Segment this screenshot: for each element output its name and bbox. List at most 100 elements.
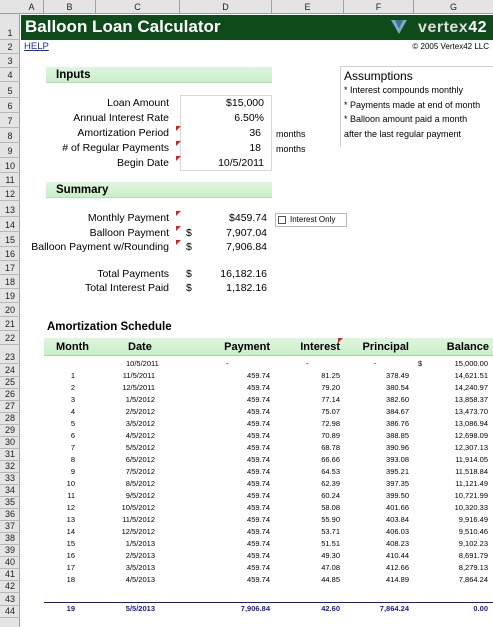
comment-marker-icon[interactable] xyxy=(176,240,181,245)
total-payments-label: Total Payments xyxy=(97,268,169,280)
interest-only-checkbox[interactable]: Interest Only xyxy=(275,213,347,227)
row-principal: 397.35 xyxy=(386,479,409,488)
begin-date-input[interactable]: 10/5/2011 xyxy=(218,157,264,169)
row-principal: 393.08 xyxy=(386,455,409,464)
row-header-10[interactable]: 10 xyxy=(0,158,20,173)
row-header-40[interactable]: 40 xyxy=(0,557,20,569)
row-header-31[interactable]: 31 xyxy=(0,449,20,461)
row-header-25[interactable]: 25 xyxy=(0,377,20,389)
row-header-32[interactable]: 32 xyxy=(0,461,20,473)
row-header-9[interactable]: 9 xyxy=(0,143,20,158)
row-header-43[interactable]: 43 xyxy=(0,593,20,606)
row-header-37[interactable]: 37 xyxy=(0,521,20,533)
row-header-23[interactable]: 23 xyxy=(0,345,20,364)
row-header-12[interactable]: 12 xyxy=(0,187,20,201)
row-header-26[interactable]: 26 xyxy=(0,389,20,401)
comment-marker-icon[interactable] xyxy=(176,126,181,131)
row-balance: 12,307.13 xyxy=(454,443,488,452)
col-header-f[interactable]: F xyxy=(344,0,414,14)
row-balance-currency: $ xyxy=(418,359,423,368)
row-header-24[interactable]: 24 xyxy=(0,364,20,377)
row-header-22[interactable]: 22 xyxy=(0,331,20,345)
row-interest: 75.07 xyxy=(321,407,340,416)
row-header-6[interactable]: 6 xyxy=(0,98,20,113)
interest-rate-input[interactable]: 6.50% xyxy=(234,112,264,124)
interest-only-label: Interest Only xyxy=(290,215,336,224)
row-principal: 410.44 xyxy=(386,551,409,560)
loan-amount-input[interactable]: $15,000 xyxy=(226,97,264,109)
col-header-b[interactable]: B xyxy=(44,0,96,14)
row-header-1[interactable]: 1 xyxy=(0,14,20,40)
row-balance: 14,240.97 xyxy=(454,383,488,392)
checkbox-icon[interactable] xyxy=(278,216,286,224)
row-header-16[interactable]: 16 xyxy=(0,247,20,261)
row-header-39[interactable]: 39 xyxy=(0,545,20,557)
row-date: 2/5/2012 xyxy=(125,407,155,416)
row-header-30[interactable]: 30 xyxy=(0,437,20,449)
row-header-13[interactable]: 13 xyxy=(0,201,20,217)
row-header-19[interactable]: 19 xyxy=(0,289,20,303)
row-header-27[interactable]: 27 xyxy=(0,401,20,413)
vertex42-logo: vertex42 xyxy=(418,19,487,37)
row-header-8[interactable]: 8 xyxy=(0,128,20,143)
row-header-20[interactable]: 20 xyxy=(0,303,20,317)
row-payment: 459.74 xyxy=(247,503,270,512)
total-payments-currency: $ xyxy=(186,268,192,280)
row-header-3[interactable]: 3 xyxy=(0,54,20,68)
balloon-currency: $ xyxy=(186,227,192,239)
row-interest: 58.08 xyxy=(321,503,340,512)
total-payments-value: 16,182.16 xyxy=(220,268,267,280)
row-header-29[interactable]: 29 xyxy=(0,425,20,437)
table-row: 8 6/5/2012 459.74 66.66 393.08 11,914.05 xyxy=(0,454,493,466)
row-payment: 459.74 xyxy=(247,455,270,464)
col-header-e[interactable]: E xyxy=(272,0,344,14)
row-interest: - xyxy=(306,359,309,368)
row-header-33[interactable]: 33 xyxy=(0,473,20,485)
comment-marker-icon[interactable] xyxy=(176,226,181,231)
row-balance: 11,518.84 xyxy=(455,467,488,476)
row-balance: 9,102.23 xyxy=(458,539,488,548)
table-row: 18 4/5/2013 459.74 44.85 414.89 7,864.24 xyxy=(0,574,493,586)
row-header-7[interactable]: 7 xyxy=(0,113,20,128)
row-date: 12/5/2012 xyxy=(121,527,155,536)
row-header-17[interactable]: 17 xyxy=(0,261,20,275)
comment-marker-icon[interactable] xyxy=(176,141,181,146)
summary-section-header: Summary xyxy=(46,182,272,198)
row-balance: 10,721.99 xyxy=(454,491,488,500)
col-header-c[interactable]: C xyxy=(96,0,180,14)
row-header-42[interactable]: 42 xyxy=(0,581,20,593)
row-header-15[interactable]: 15 xyxy=(0,232,20,247)
help-link[interactable]: HELP xyxy=(24,41,49,52)
comment-marker-icon[interactable] xyxy=(338,338,343,343)
row-header-35[interactable]: 35 xyxy=(0,497,20,509)
row-header-36[interactable]: 36 xyxy=(0,509,20,521)
regular-payments-input[interactable]: 18 xyxy=(249,142,261,154)
comment-marker-icon[interactable] xyxy=(176,156,181,161)
row-month: 10 xyxy=(66,479,75,488)
assumption-item: * Interest compounds monthly xyxy=(344,85,464,95)
assumptions-box xyxy=(340,66,493,147)
col-header-d[interactable]: D xyxy=(180,0,272,14)
row-header-4[interactable]: 4 xyxy=(0,68,20,82)
row-header-28[interactable]: 28 xyxy=(0,413,20,425)
row-header-34[interactable]: 34 xyxy=(0,485,20,497)
title-bar: Balloon Loan Calculator vertex42 xyxy=(21,15,493,40)
row-interest: 53.71 xyxy=(321,527,340,536)
col-header-a[interactable]: A xyxy=(20,0,44,14)
row-header-41[interactable]: 41 xyxy=(0,569,20,581)
row-principal: 382.60 xyxy=(386,395,409,404)
col-header-g[interactable]: G xyxy=(449,2,457,12)
row-header-44[interactable]: 44 xyxy=(0,606,20,618)
table-row: 16 2/5/2013 459.74 49.30 410.44 8,691.79 xyxy=(0,550,493,562)
row-header-11[interactable]: 11 xyxy=(0,173,20,187)
row-header-18[interactable]: 18 xyxy=(0,275,20,289)
row-header-38[interactable]: 38 xyxy=(0,533,20,545)
row-header-5[interactable]: 5 xyxy=(0,82,20,98)
comment-marker-icon[interactable] xyxy=(176,211,181,216)
amortization-period-input[interactable]: 36 xyxy=(249,127,261,139)
row-header-21[interactable]: 21 xyxy=(0,317,20,331)
row-header-2[interactable]: 2 xyxy=(0,40,20,54)
row-principal: 401.66 xyxy=(386,503,409,512)
row-balance: 8,691.79 xyxy=(458,551,488,560)
row-header-14[interactable]: 14 xyxy=(0,217,20,232)
